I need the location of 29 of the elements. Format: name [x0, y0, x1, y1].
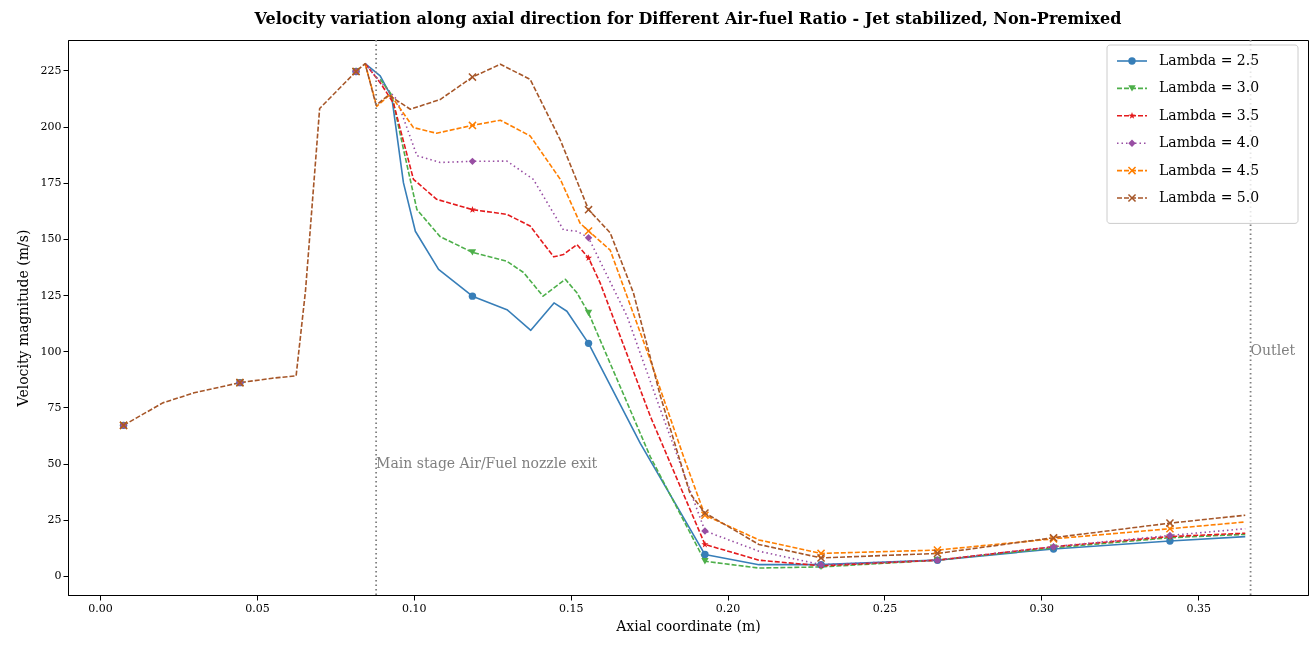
y-tick-label: 25 — [47, 513, 62, 527]
chart-title: Velocity variation along axial direction for Different Air-fuel Ratio - Jet stabilized, Non-Premixed — [253, 9, 1122, 29]
annotation: Outlet — [1250, 342, 1296, 359]
annotation: Main stage Air/Fuel nozzle exit — [376, 454, 598, 471]
y-tick-label: 0 — [54, 569, 62, 583]
legend-label: Lambda = 3.5 — [1159, 106, 1260, 123]
y-tick-label: 225 — [40, 63, 62, 77]
x-tick-label: 0.10 — [402, 601, 427, 615]
x-tick-label: 0.35 — [1186, 601, 1211, 615]
x-tick-label: 0.00 — [88, 601, 113, 615]
y-tick-label: 75 — [47, 400, 62, 414]
legend-label: Lambda = 5.0 — [1159, 189, 1260, 205]
x-tick-label: 0.30 — [1029, 601, 1055, 615]
y-tick-label: 150 — [40, 232, 62, 246]
legend-label: Lambda = 2.5 — [1159, 52, 1260, 68]
legend-label: Lambda = 4.5 — [1159, 161, 1260, 178]
x-tick-label: 0.20 — [715, 601, 741, 615]
x-tick-label: 0.15 — [558, 601, 584, 615]
y-tick-label: 200 — [40, 120, 62, 134]
y-tick-label: 100 — [40, 344, 62, 358]
x-tick-label: 0.25 — [872, 601, 898, 615]
x-axis-title: Axial coordinate (m) — [615, 617, 761, 634]
x-tick-label: 0.05 — [245, 601, 270, 615]
y-tick-label: 50 — [47, 457, 62, 471]
y-tick-label: 125 — [40, 288, 62, 302]
y-tick-label: 175 — [40, 176, 62, 190]
legend-label: Lambda = 4.0 — [1159, 134, 1260, 151]
legend-label: Lambda = 3.0 — [1159, 79, 1260, 96]
y-axis-title: Velocity magnitude (m/s) — [14, 229, 31, 408]
